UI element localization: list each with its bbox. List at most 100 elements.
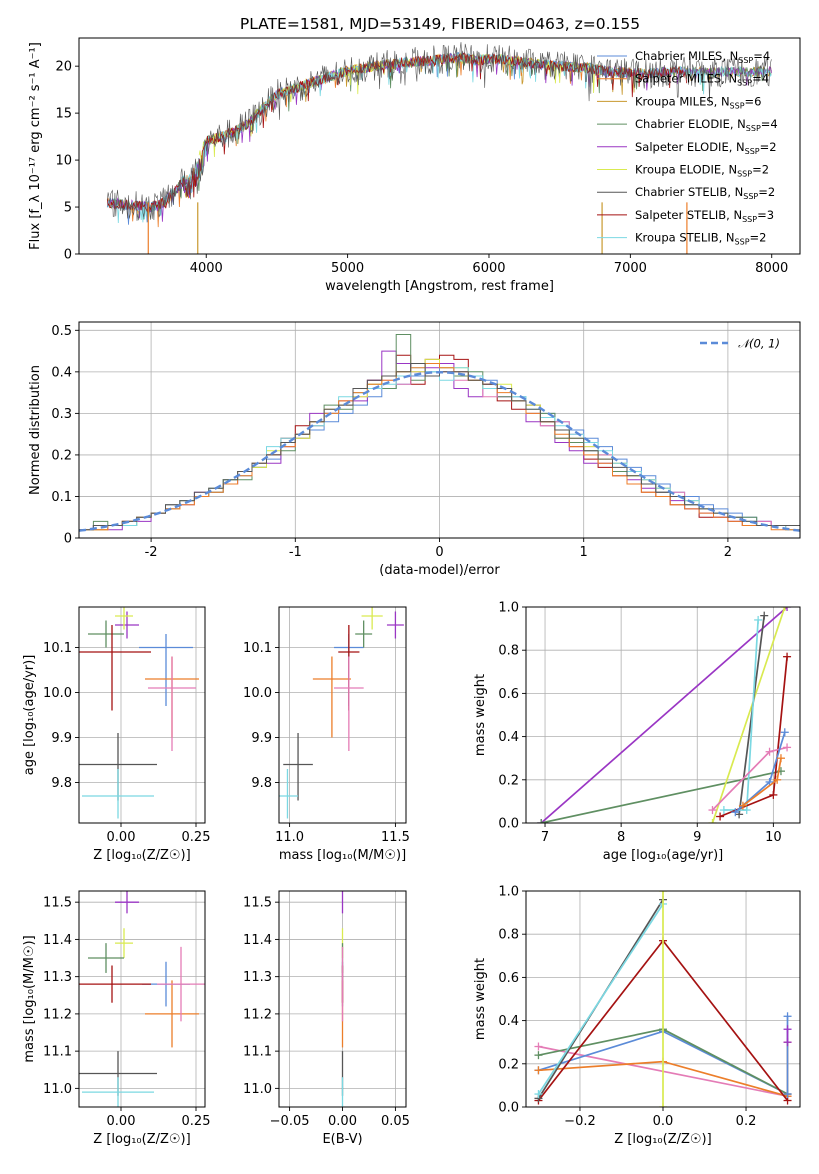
mass_vs_ebv-ytick-label: 11.1 (243, 1045, 272, 1060)
age_vs_Z-xtick-label: 0.25 (182, 830, 211, 845)
weight_vs_age-panel: 7 8 9 10 0.0 0.2 0.4 0.6 0.8 1.0 age [log₁₀(age/yr… (473, 601, 801, 863)
weight_vs_Z-plot-area (534, 891, 792, 1107)
weight-series-line (537, 903, 664, 1095)
mass_vs_Z-xtick-label: 0.25 (182, 1114, 211, 1129)
weight-series-line (711, 607, 786, 823)
mass_vs_Z-ytick-label: 11.5 (43, 896, 72, 911)
spectrum-xlabel: wavelength [Angstrom, rest frame] (325, 279, 554, 294)
gaussian-legend-label: 𝒩(0, 1) (738, 337, 780, 351)
legend-label: Salpeter STELIB, NSSP=3 (635, 208, 774, 224)
residuals-ytick-label: 0 (64, 532, 72, 547)
weight_vs_Z-xtick-label: 0.2 (736, 1114, 757, 1129)
weight_vs_age-ytick-label: 1.0 (498, 601, 519, 616)
weight_vs_Z-ytick-label: 0.4 (498, 1014, 519, 1029)
legend-label: Salpeter MILES, NSSP=4 (635, 72, 769, 88)
weight-series-line (541, 770, 782, 823)
weight_vs_Z-xtick-label: 0.0 (653, 1114, 674, 1129)
age_vs_mass-xlabel: mass [log₁₀(M/M☉)] (279, 848, 406, 863)
spectrum-ylabel: Flux [f_λ 10⁻¹⁷ erg cm⁻² s⁻¹ A⁻¹] (28, 42, 43, 250)
spectrum-xtick-label: 7000 (614, 261, 647, 276)
residuals-xtick-label: -2 (145, 545, 158, 560)
age_vs_mass-ytick-label: 9.8 (251, 776, 272, 791)
age_vs_Z-xlabel: Z [log₁₀(Z/Z☉)] (93, 848, 190, 863)
weight_vs_age-xtick-label: 7 (541, 830, 549, 845)
weight_vs_age-xtick-label: 8 (617, 830, 625, 845)
mass_vs_Z-ytick-label: 11.2 (43, 1007, 72, 1022)
spectrum-series-line (106, 52, 631, 225)
residuals-xtick-label: 1 (580, 545, 588, 560)
weight_vs_Z-ytick-label: 1.0 (498, 885, 519, 900)
spectrum-plot-area (106, 42, 772, 254)
spectrum-xtick-label: 4000 (190, 261, 223, 276)
weight_vs_age-plot-area (537, 607, 792, 823)
mass_vs_Z-frame (78, 890, 206, 1108)
age_vs_mass-xtick-label: 11.0 (275, 830, 304, 845)
age_vs_Z-ytick-label: 10.0 (43, 686, 72, 701)
mass_vs_ebv-ytick-label: 11.3 (243, 970, 272, 985)
residuals-ylabel: Normed distribution (28, 365, 43, 495)
age_vs_Z-frame (78, 606, 206, 824)
mass_vs_Z-ytick-label: 11.1 (43, 1045, 72, 1060)
weight-series-line (540, 607, 788, 823)
age_vs_Z-ytick-label: 9.9 (51, 731, 72, 746)
residuals-ytick-label: 0.3 (51, 407, 72, 422)
weight_vs_Z-ylabel: mass weight (473, 958, 488, 1040)
legend-label: Chabrier ELODIE, NSSP=4 (635, 117, 778, 133)
age_vs_mass-xtick-label: 11.5 (381, 830, 410, 845)
residuals-xtick-label: 0 (435, 545, 443, 560)
figure-title: PLATE=1581, MJD=53149, FIBERID=0463, z=0… (240, 15, 640, 33)
residuals-plot-area (79, 334, 800, 538)
mass_vs_ebv-ytick-label: 11.0 (243, 1082, 272, 1097)
legend-label: Chabrier STELIB, NSSP=2 (635, 185, 775, 201)
legend-label: Salpeter ELODIE, NSSP=2 (635, 140, 777, 156)
weight_vs_age-ytick-label: 0.6 (498, 687, 519, 702)
gaussian-curve (79, 371, 800, 532)
weight_vs_Z-panel: −0.2 0.0 0.2 0.0 0.2 0.4 0.6 0.8 1.0 Z [log₁₀(Z/Z… (473, 885, 801, 1147)
residuals-ytick-label: 0.1 (51, 490, 72, 505)
weight_vs_Z-ytick-label: 0.0 (498, 1101, 519, 1116)
mass_vs_ebv-xtick-label: −0.05 (270, 1114, 310, 1129)
spectrum-series-line (107, 42, 772, 221)
legend-label: Chabrier MILES, NSSP=4 (635, 49, 770, 65)
spectrum-ytick-label: 5 (64, 201, 72, 216)
weight_vs_age-ytick-label: 0.8 (498, 644, 519, 659)
age_vs_Z-xtick-label: 0.00 (107, 830, 136, 845)
age_vs_mass-plot-area (279, 607, 404, 819)
mass_vs_ebv-xlabel: E(B-V) (322, 1132, 362, 1147)
age_vs_Z-panel: 0.00 0.25 9.8 9.9 10.0 10.1 Z [log₁₀(Z/Z☉)] age… (22, 606, 211, 863)
weight_vs_age-xtick-label: 10 (765, 830, 782, 845)
spectrum-series-line (107, 52, 631, 228)
mass_vs_ebv-xtick-label: 0.05 (381, 1114, 410, 1129)
spectrum-ytick-label: 20 (55, 60, 72, 75)
age_vs_Z-ytick-label: 10.1 (43, 641, 72, 656)
mass_vs_Z-xtick-label: 0.00 (107, 1114, 136, 1129)
weight_vs_Z-ytick-label: 0.8 (498, 928, 519, 943)
legend-label: Kroupa ELODIE, NSSP=2 (635, 163, 769, 179)
mass_vs_Z-ytick-label: 11.3 (43, 970, 72, 985)
mass_vs_ebv-ytick-label: 11.2 (243, 1007, 272, 1022)
residuals-ytick-label: 0.2 (51, 448, 72, 463)
legend-label: Kroupa STELIB, NSSP=2 (635, 231, 766, 247)
age_vs_Z-plot-area (79, 607, 199, 819)
weight_vs_age-ylabel: mass weight (473, 674, 488, 756)
mass_vs_Z-ytick-label: 11.4 (43, 933, 72, 948)
weight_vs_age-ytick-label: 0.4 (498, 730, 519, 745)
mass_vs_Z-xlabel: Z [log₁₀(Z/Z☉)] (93, 1132, 190, 1147)
age_vs_mass-panel: 11.0 11.5 9.8 9.9 10.0 10.1 mass [log₁₀(M/M☉)] (243, 606, 410, 863)
mass_vs_Z-plot-area (79, 891, 205, 1107)
weight_vs_age-ytick-label: 0.0 (498, 817, 519, 832)
residuals-xtick-label: 2 (724, 545, 732, 560)
residuals-xlabel: (data-model)/error (379, 563, 500, 578)
weight_vs_Z-ytick-label: 0.6 (498, 971, 519, 986)
weight_vs_Z-xlabel: Z [log₁₀(Z/Z☉)] (614, 1132, 711, 1147)
mass_vs_ebv-panel: −0.05 0.00 0.05 11.0 11.1 11.2 11.3 11.4 11.5 E(B… (243, 890, 410, 1147)
residuals-ytick-label: 0.5 (51, 324, 72, 339)
weight_vs_age-xlabel: age [log₁₀(age/yr)] (603, 848, 724, 863)
mass_vs_Z-ylabel: mass [log₁₀(M/M☉)] (22, 935, 37, 1062)
residuals-xtick-label: -1 (289, 545, 302, 560)
weight_vs_Z-xtick-label: −0.2 (564, 1114, 596, 1129)
spectrum-ytick-label: 0 (64, 248, 72, 263)
mass_vs_ebv-xtick-label: 0.00 (328, 1114, 357, 1129)
age_vs_mass-ytick-label: 10.1 (243, 641, 272, 656)
